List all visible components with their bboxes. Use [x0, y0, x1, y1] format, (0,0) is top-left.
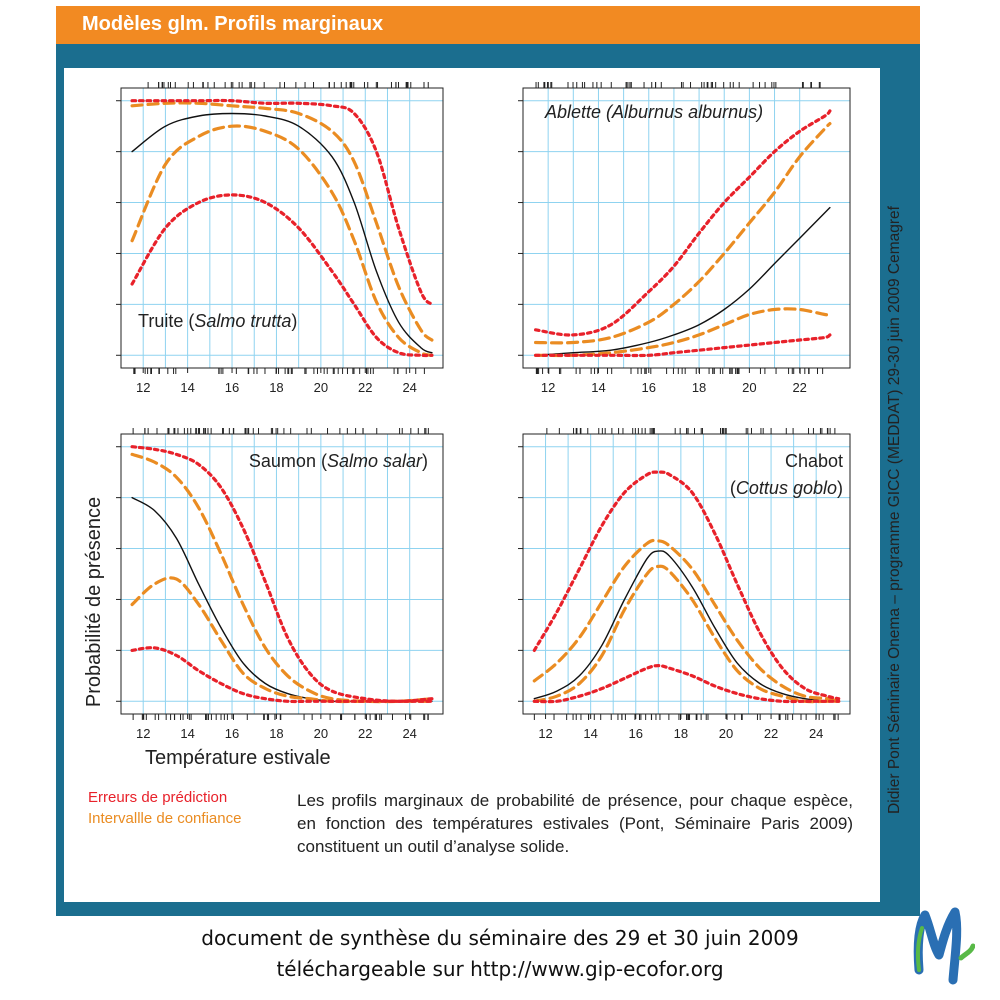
- x-tick-label: 16: [629, 726, 643, 741]
- header-title: Modèles glm. Profils marginaux: [82, 13, 384, 35]
- x-tick-label: 18: [674, 726, 688, 741]
- chart-panel-4: 12 14 16 18 20 22 24 Chabot (Cottus goblo): [518, 428, 851, 741]
- legend-prediction-errors: Erreurs de prédiction: [88, 789, 228, 806]
- x-tick-label: 16: [225, 726, 239, 741]
- curve-ci-lower: [534, 307, 832, 358]
- curve-pe-upper: [130, 445, 434, 703]
- x-tick-label: 14: [180, 726, 194, 741]
- x-tick-label: 18: [269, 380, 283, 395]
- footer-line-1: document de synthèse du séminaire des 29…: [201, 926, 799, 950]
- x-tick-label: 20: [314, 726, 328, 741]
- x-tick-label: 12: [136, 380, 150, 395]
- x-tick-label: 12: [541, 380, 555, 395]
- content-panel: [64, 68, 880, 902]
- x-tick-label: 22: [764, 726, 778, 741]
- panel-title: Ablette (Alburnus alburnus): [544, 102, 763, 122]
- panel-title-line-2: (Cottus goblo): [730, 478, 843, 498]
- panel-title: Truite (Salmo trutta): [138, 311, 297, 331]
- x-tick-label: 12: [538, 726, 552, 741]
- curve-ci-upper: [532, 538, 841, 703]
- chart-panel-2: 12 14 16 18 20 22 Ablette (Alburnus alburnus): [518, 82, 851, 395]
- curve-fit: [131, 112, 433, 354]
- footer-line-2: téléchargeable sur http://www.gip-ecofor…: [276, 957, 724, 981]
- y-axis-label: Probabilité de présence: [83, 497, 105, 707]
- x-tick-label: 22: [792, 380, 806, 395]
- curve-fit: [533, 550, 840, 703]
- chart-panel-1: 12 14 16 18 20 22 24 Truite (Salmo trutta): [116, 82, 444, 395]
- plot-frame: [120, 433, 444, 715]
- curve-pe-upper: [130, 98, 434, 306]
- x-tick-label: 22: [358, 380, 372, 395]
- logo: [913, 907, 975, 985]
- plot-frame: [120, 87, 444, 369]
- x-tick-label: 24: [402, 380, 416, 395]
- curve-ci-upper: [534, 122, 832, 345]
- curve-ci-lower: [130, 576, 434, 704]
- curve-pe-lower: [130, 193, 434, 358]
- x-tick-label: 16: [225, 380, 239, 395]
- x-tick-label: 24: [809, 726, 823, 741]
- x-tick-label: 20: [719, 726, 733, 741]
- curve-pe-lower: [532, 663, 841, 704]
- curve-pe-upper: [532, 470, 841, 701]
- curve-ci-upper: [130, 101, 434, 342]
- header-bar: Modèles glm. Profils marginaux: [56, 6, 920, 44]
- side-credit: Didier Pont Séminaire Onema – programme …: [886, 206, 903, 814]
- curve-ci-lower: [532, 564, 841, 704]
- caption-text: Les profils marginaux de probabilité de …: [297, 791, 853, 856]
- x-tick-label: 22: [358, 726, 372, 741]
- x-tick-label: 20: [314, 380, 328, 395]
- curve-pe-lower: [534, 333, 832, 358]
- panel-title: Saumon (Salmo salar): [249, 451, 428, 471]
- x-tick-label: 12: [136, 726, 150, 741]
- curve-pe-lower: [130, 646, 434, 704]
- curve-pe-upper: [534, 109, 832, 337]
- curve-fit: [534, 206, 831, 356]
- x-tick-label: 18: [269, 726, 283, 741]
- x-tick-label: 18: [692, 380, 706, 395]
- x-tick-label: 16: [642, 380, 656, 395]
- legend-confidence-interval: Intervallle de confiance: [88, 810, 242, 827]
- plot-frame: [522, 87, 851, 369]
- x-tick-label: 24: [402, 726, 416, 741]
- x-tick-label: 14: [180, 380, 194, 395]
- panel-title: Chabot: [785, 451, 843, 471]
- x-axis-label: Température estivale: [145, 747, 331, 769]
- x-tick-label: 14: [583, 726, 597, 741]
- curve-ci-lower: [130, 124, 434, 357]
- x-tick-label: 20: [742, 380, 756, 395]
- chart-panel-3: 12 14 16 18 20 22 24 Saumon (Salmo salar): [116, 428, 444, 741]
- x-tick-label: 14: [591, 380, 605, 395]
